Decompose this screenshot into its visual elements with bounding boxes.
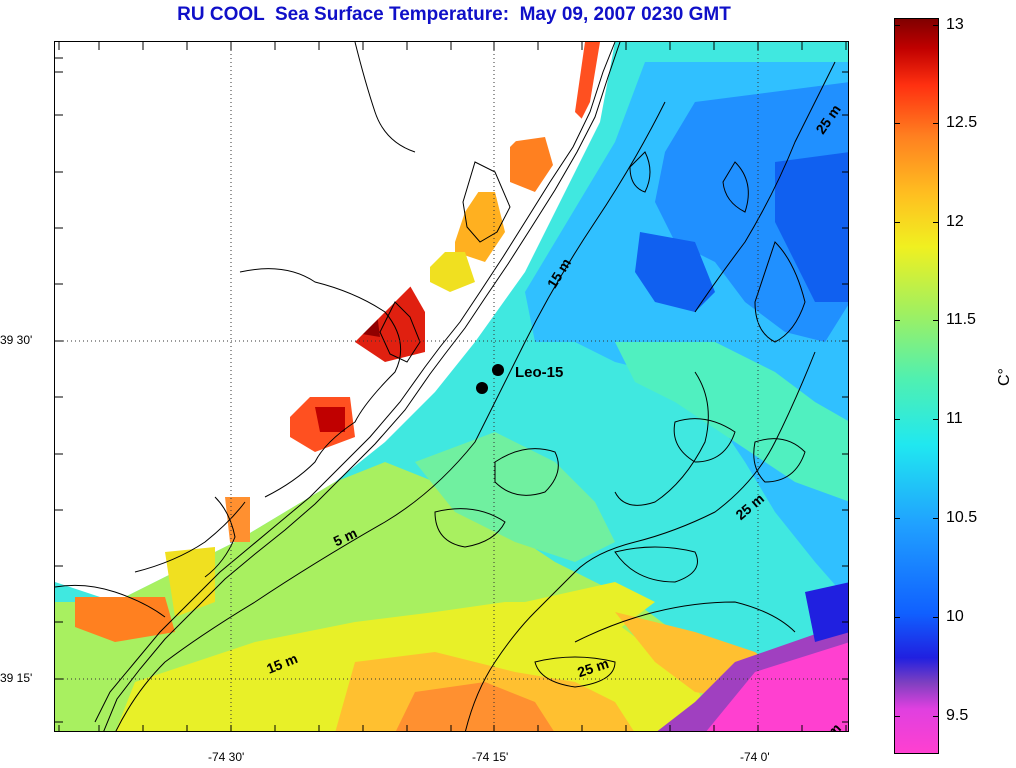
land-mass — [55, 42, 615, 577]
temperature-colorbar — [894, 18, 939, 754]
colorbar-label-11: 11 — [946, 410, 963, 427]
colorbar-unit: C° — [996, 368, 1013, 386]
colorbar-label-13: 13 — [946, 16, 964, 33]
sst-map: 25 m 15 m 5 m 15 m 25 m 25 m 25 m Leo-15 — [54, 41, 849, 732]
leo15-station: Leo-15 — [476, 364, 563, 394]
station-marker-a — [492, 364, 504, 376]
station-marker-b — [476, 382, 488, 394]
colorbar-label-11-5: 11.5 — [946, 311, 976, 328]
map-title: RU COOL Sea Surface Temperature: May 09,… — [177, 4, 731, 25]
lat-label-39-15: 39 15' — [0, 671, 33, 685]
coastline-contours — [55, 42, 836, 731]
frame-ticks — [55, 42, 848, 731]
colorbar-label-10: 10 — [946, 608, 964, 625]
sst-field — [55, 42, 848, 731]
colorbar-label-10-5: 10.5 — [946, 509, 978, 526]
station-label: Leo-15 — [515, 364, 563, 381]
lon-label-74-15: -74 15' — [472, 750, 509, 764]
colorbar-label-12-5: 12.5 — [946, 114, 978, 131]
lat-label-39-30: 39 30' — [0, 333, 33, 347]
colorbar-label-9-5: 9.5 — [946, 707, 969, 724]
graticule — [55, 42, 848, 731]
colorbar-label-12: 12 — [946, 213, 964, 230]
lon-label-74-30: -74 30' — [208, 750, 245, 764]
lon-label-74-0: -74 0' — [740, 750, 770, 764]
contour-label-25m-corner: 25 m — [810, 720, 844, 732]
sst-map-svg: 25 m 15 m 5 m 15 m 25 m 25 m 25 m Leo-15 — [55, 42, 848, 732]
